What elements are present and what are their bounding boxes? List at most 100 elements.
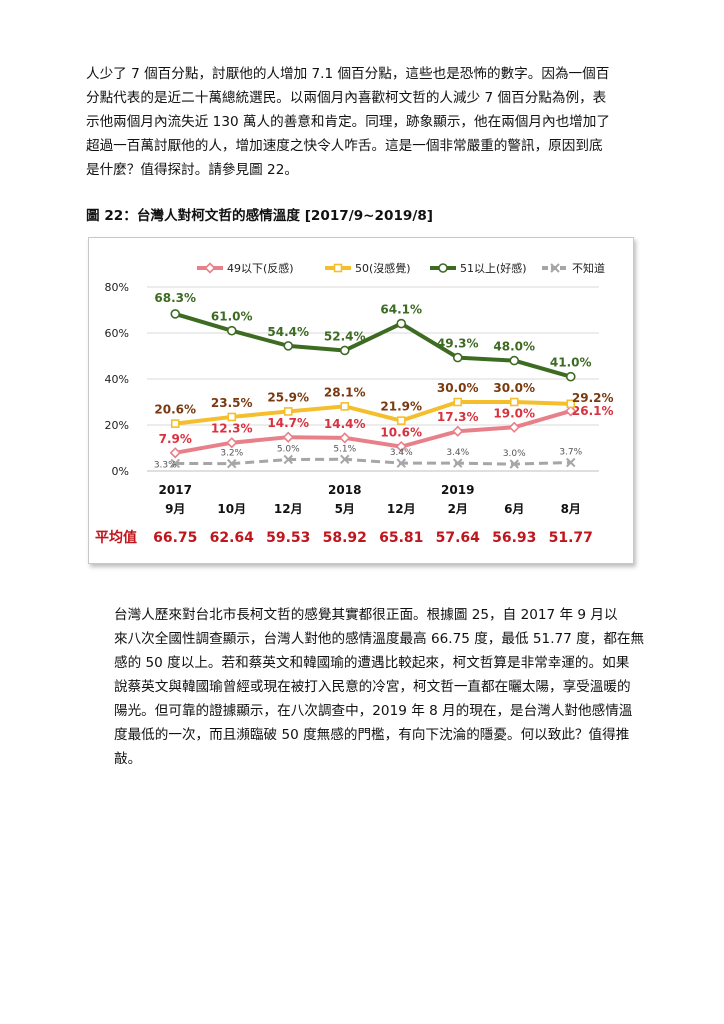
data-point [282, 431, 294, 443]
legend-marker-2 [438, 263, 448, 273]
data-label: 19.0% [493, 406, 535, 420]
data-label: 21.9% [380, 400, 422, 414]
legend-label-1: 50(沒感覺) [355, 261, 411, 275]
data-point [452, 352, 463, 363]
data-point [339, 432, 351, 444]
text-line: 超過一百萬討厭他的人，增加速度之快令人咋舌。這是一個非常嚴重的警訊，原因到底 [86, 138, 603, 154]
legend-label-2: 51以上(好感) [460, 261, 527, 275]
y-tick-label: 60% [105, 327, 129, 340]
average-row-label: 平均值 [95, 529, 137, 546]
average-value: 62.64 [210, 530, 255, 546]
paragraph-analysis: 台灣人歷來對台北市長柯文哲的感覺其實都很正面。根據圖 25，自 2017 年 9… [86, 603, 646, 771]
data-label: 3.4% [390, 448, 413, 458]
average-value: 56.93 [492, 530, 536, 546]
data-point [566, 399, 576, 409]
data-label: 25.9% [267, 390, 309, 404]
data-label: 12.3% [211, 422, 253, 436]
data-label: 26.1% [572, 404, 614, 418]
figure-title: 圖 22：台灣人對柯文哲的感情溫度 [2017/9~2019/8] [86, 208, 434, 224]
x-tick-label: 2月 [448, 502, 468, 516]
legend-marker-3 [550, 263, 560, 273]
data-label: 3.0% [503, 449, 526, 459]
data-label: 3.3% [154, 460, 177, 470]
y-tick-label: 0% [112, 465, 129, 478]
y-tick-label: 80% [105, 281, 129, 294]
data-point [283, 407, 293, 416]
paragraph-intro: 人少了 7 個百分點，討厭他的人增加 7.1 個百分點，這些也是恐怖的數字。因為… [86, 62, 646, 182]
average-value: 57.64 [436, 530, 481, 546]
data-point [340, 402, 350, 411]
series-line-0 [174, 409, 572, 455]
data-point [395, 440, 407, 453]
data-point [453, 397, 463, 407]
data-label: 48.0% [493, 340, 535, 354]
data-label: 49.3% [437, 337, 479, 351]
data-point [509, 397, 519, 407]
data-point [396, 416, 406, 425]
legend-marker-1 [333, 263, 343, 273]
data-point [340, 454, 350, 464]
data-point [453, 458, 463, 468]
x-tick-label: 6月 [504, 502, 524, 516]
data-point [396, 318, 407, 329]
data-point [283, 454, 293, 465]
y-tick-label: 20% [105, 419, 129, 432]
series-line-3 [175, 457, 571, 466]
x-tick-label: 8月 [561, 502, 581, 516]
data-point [339, 345, 350, 356]
data-point [509, 459, 519, 469]
data-point [508, 421, 520, 433]
data-point [169, 447, 181, 459]
data-point [396, 458, 406, 468]
chart-frame: 0% 20% 40% 60% 80% 49以下(反感) 50(沒感覺) 51以上(好感) 不知道… [88, 237, 634, 564]
x-tick-label: 10月 [217, 502, 246, 516]
series-line-1 [175, 400, 571, 426]
data-label: 28.1% [324, 385, 366, 399]
data-label: 30.0% [437, 381, 479, 395]
x-tick-label: 12月 [274, 502, 303, 516]
average-value: 66.75 [153, 530, 197, 546]
x-tick-label: 9月 [165, 502, 185, 516]
legend-label-0: 49以下(反感) [227, 262, 294, 275]
data-point [565, 405, 577, 417]
legend-marker-0 [204, 262, 216, 274]
text-line: 示他兩個月內流失近 130 萬人的善意和肯定。同理，跡象顯示，他在兩個月內也增加… [86, 114, 610, 130]
x-tick-label: 12月 [387, 502, 416, 516]
data-point [227, 412, 237, 422]
data-label: 14.7% [267, 416, 309, 430]
data-label: 64.1% [380, 303, 422, 317]
x-tick-label: 5月 [335, 502, 355, 516]
data-label: 3.4% [446, 448, 469, 458]
text-line: 敲。 [114, 751, 142, 767]
data-label: 29.2% [572, 391, 614, 405]
data-point [509, 355, 520, 366]
x-year-label: 2017 [159, 483, 192, 497]
text-line: 陽光。但可靠的證據顯示，在八次調查中，2019 年 8 月的現在，是台灣人對他感… [114, 703, 633, 719]
y-tick-label: 40% [105, 373, 129, 386]
legend-label-3: 不知道 [572, 261, 605, 275]
average-value: 59.53 [266, 530, 310, 546]
x-year-label: 2018 [328, 483, 361, 497]
text-line: 台灣人歷來對台北市長柯文哲的感覺其實都很正面。根據圖 25，自 2017 年 9… [114, 607, 618, 623]
text-line: 人少了 7 個百分點，討厭他的人增加 7.1 個百分點，這些也是恐怖的數字。因為… [86, 66, 610, 82]
data-point [227, 458, 237, 469]
line-chart: 0% 20% 40% 60% 80% 49以下(反感) 50(沒感覺) 51以上(好感) 不知道… [95, 261, 614, 546]
text-line: 說蔡英文與韓國瑜曾經或現在被打入民意的冷宮，柯文哲一直都在曬太陽，享受溫暖的 [114, 679, 631, 695]
data-point [566, 457, 576, 468]
data-label: 30.0% [493, 381, 535, 395]
data-label: 5.1% [333, 444, 356, 454]
data-label: 3.7% [559, 447, 582, 457]
text-line: 來八次全國性調查顯示，台灣人對他的感情溫度最高 66.75 度，最低 51.77… [114, 631, 645, 647]
data-label: 3.2% [220, 449, 243, 459]
text-line: 是什麼？值得探討。請參見圖 22。 [86, 162, 298, 178]
data-label: 5.0% [277, 445, 300, 455]
data-point [170, 419, 180, 428]
series-line-2 [174, 311, 572, 379]
data-label: 10.6% [380, 426, 422, 440]
text-line: 度最低的一次，而且瀕臨破 50 度無感的門檻，有向下沈淪的隱憂。何以致此？值得推 [114, 727, 630, 743]
x-year-label: 2019 [441, 483, 474, 497]
average-value: 65.81 [379, 530, 423, 546]
data-label: 14.4% [324, 417, 366, 431]
data-label: 41.0% [550, 356, 592, 370]
text-line: 感的 50 度以上。若和蔡英文和韓國瑜的遭遇比較起來，柯文哲算是非常幸運的。如果 [114, 655, 630, 671]
